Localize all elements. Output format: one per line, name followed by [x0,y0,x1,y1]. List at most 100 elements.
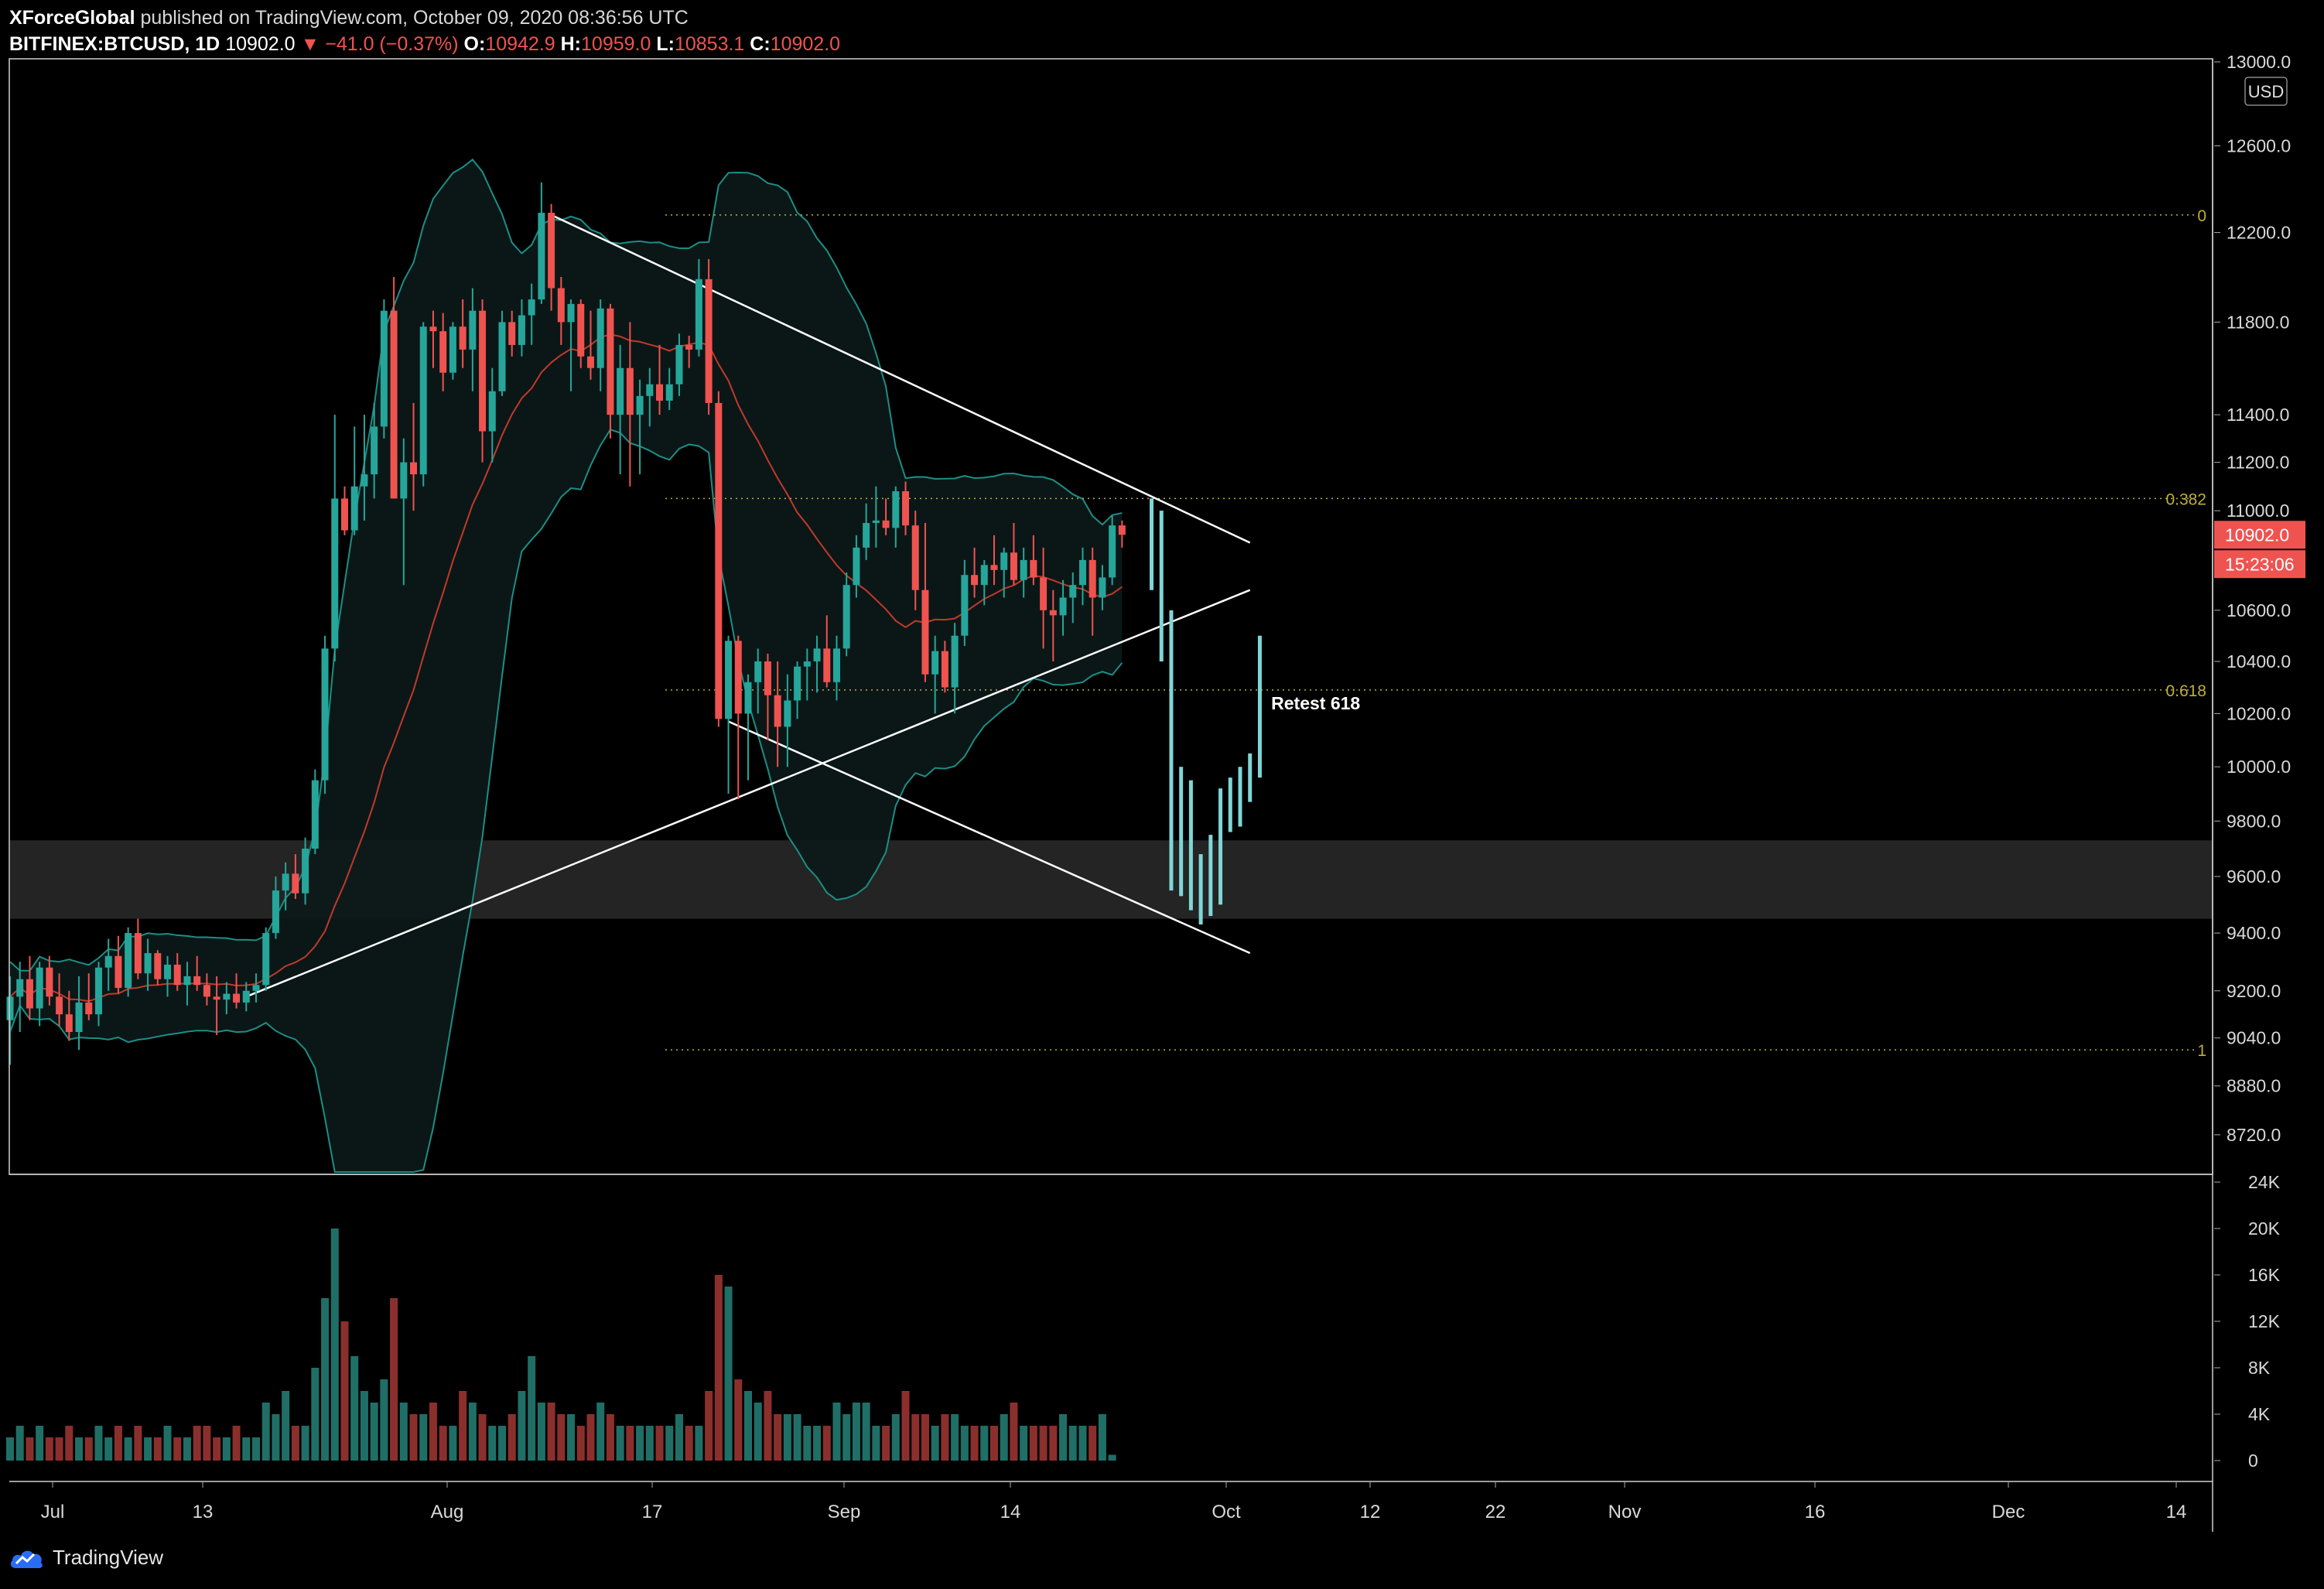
candle-body [803,661,811,667]
candle-body [302,848,309,894]
volume-bar [655,1426,664,1461]
time-tick-label: 22 [1485,1502,1506,1522]
candle-body [1010,552,1017,580]
candle-body [853,547,860,586]
candle-body [371,426,378,475]
volume-bar [1020,1426,1028,1461]
close-value: 10902.0 [770,33,841,55]
volume-bar [705,1391,713,1461]
volume-bar [6,1437,14,1461]
candles-layer [6,182,1126,1065]
candle-body [725,641,733,719]
candle-body [164,964,172,979]
time-tick-label: 17 [642,1502,663,1522]
candle-body [272,890,279,934]
volume-bar [468,1403,477,1461]
volume-bar [252,1437,260,1461]
volume-tick-label: 20K [2248,1218,2281,1239]
volume-bar [203,1426,211,1461]
price-tick-label: 8720.0 [2227,1125,2281,1145]
low-value: 10853.1 [674,33,745,55]
volume-bar [272,1414,280,1461]
time-tick-label: 12 [1360,1502,1381,1522]
candle-body [390,310,398,499]
current-price-label: 10902.0 [2225,525,2289,545]
volume-bar [439,1426,447,1461]
trendline [728,720,1251,955]
symbol-name[interactable]: BITFINEX:BTCUSD, 1D [9,33,220,55]
volume-bar [764,1391,772,1461]
candle-body [754,661,762,682]
candle-body [823,648,831,682]
volume-bar [528,1356,536,1461]
volume-bar [75,1437,84,1461]
low-label: L: [656,33,675,55]
volume-bar [1049,1426,1058,1461]
volume-bar [26,1437,34,1461]
candle-body [626,367,634,415]
volume-bar [901,1391,910,1461]
volume-bar [891,1414,900,1461]
candle-body [1020,559,1027,580]
fib-level-label: 0.382 [2165,490,2206,508]
time-tick-label: Sep [828,1502,861,1522]
volume-bar [606,1414,614,1461]
price-tick-label: 12200.0 [2227,223,2291,243]
volume-bar [872,1426,880,1461]
high-value: 10959.0 [581,33,651,55]
price-tick-label: 9400.0 [2227,923,2281,943]
candle-body [282,873,289,891]
candle-body [941,651,948,688]
open-value: 10942.9 [485,33,555,55]
candle-body [439,331,447,373]
volume-bar [832,1403,841,1461]
projection-layer: Retest 618 [1150,498,1360,925]
last-price: 10902.0 [225,33,296,55]
volume-layer [6,1228,1116,1461]
trendlines-layer [245,214,1251,998]
volume-bar [213,1437,221,1461]
volume-bar [980,1426,989,1461]
candle-body [292,873,299,894]
candle-body [842,585,850,649]
symbol-bar: BITFINEX:BTCUSD, 1D 10902.0 ▼ −41.0 (−0.… [9,31,840,57]
change-arrow-icon: ▼ [300,33,320,55]
candle-body [321,648,329,781]
volume-bar [1000,1414,1008,1461]
volume-bar [547,1403,555,1461]
close-label: C: [750,33,771,55]
candle-body [921,589,929,675]
candle-body [94,967,102,1015]
volume-bar [675,1414,683,1461]
fib-levels-layer: 0 0.382 0.618 1 [665,207,2206,1060]
volume-bar [911,1414,920,1461]
time-tick-label: Aug [431,1502,464,1522]
volume-bar [645,1426,654,1461]
volume-bar [695,1426,703,1461]
volume-bar [557,1414,566,1461]
author-name[interactable]: XForceGlobal [9,7,135,29]
price-tick-label: 9800.0 [2227,811,2281,831]
price-tick-label: 13000.0 [2227,52,2291,72]
candle-body [538,213,545,300]
candle-body [990,565,998,570]
volume-bar [380,1379,388,1461]
candle-body [350,486,358,531]
candle-body [794,666,801,701]
price-tick-label: 9200.0 [2227,981,2281,1001]
volume-bar [104,1437,113,1461]
candle-body [1109,525,1116,578]
price-tick-label: 9600.0 [2227,866,2281,887]
tradingview-logo[interactable]: TradingView [9,1546,163,1570]
brand-name: TradingView [53,1546,164,1569]
candle-body [479,310,487,432]
price-tick-label: 10600.0 [2227,600,2291,620]
candle-body [1118,525,1126,535]
volume-bar [941,1414,949,1461]
retest-annotation: Retest 618 [1271,693,1360,713]
candle-body [774,695,781,727]
candle-body [951,635,959,688]
candle-body [832,648,840,682]
candle-body [892,491,900,528]
